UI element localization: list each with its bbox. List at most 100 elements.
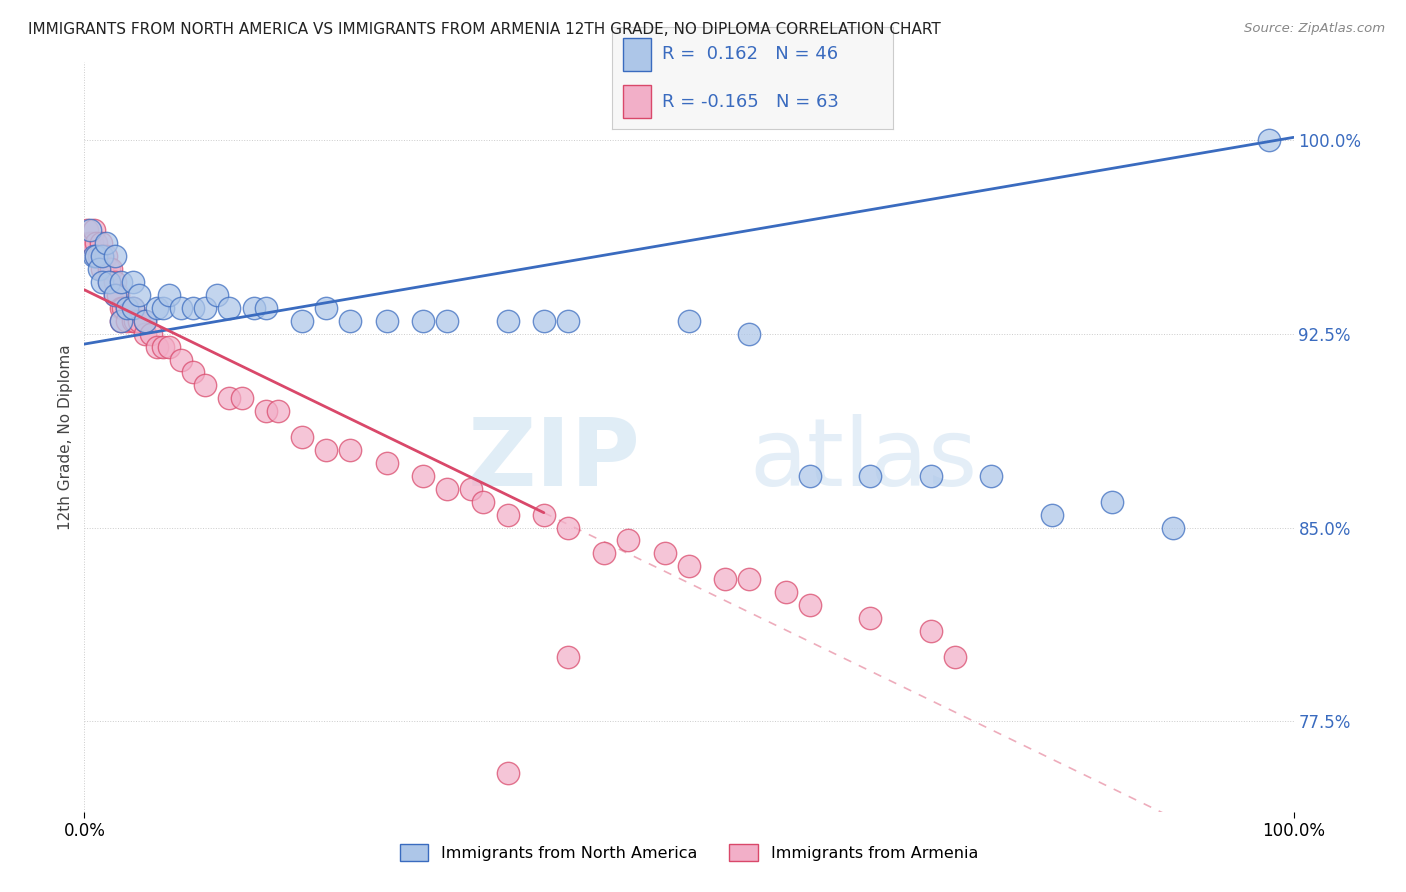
Point bbox=[104, 249, 127, 263]
Point bbox=[104, 288, 127, 302]
Point bbox=[859, 468, 882, 483]
Point bbox=[170, 352, 193, 367]
Point bbox=[557, 520, 579, 534]
Point bbox=[339, 442, 361, 457]
Point bbox=[104, 288, 127, 302]
Point bbox=[86, 249, 108, 263]
Point bbox=[617, 533, 640, 548]
Point bbox=[291, 314, 314, 328]
Point bbox=[496, 314, 519, 328]
Point bbox=[91, 275, 114, 289]
Point bbox=[80, 236, 103, 251]
Point bbox=[678, 559, 700, 574]
Point bbox=[194, 378, 217, 392]
Point bbox=[194, 301, 217, 315]
Point bbox=[181, 301, 204, 315]
Point bbox=[110, 314, 132, 328]
Point bbox=[859, 611, 882, 625]
Point bbox=[146, 301, 169, 315]
Point bbox=[1040, 508, 1063, 522]
Point bbox=[112, 301, 135, 315]
Point bbox=[231, 392, 253, 406]
Point bbox=[110, 275, 132, 289]
Point bbox=[94, 249, 117, 263]
Point bbox=[207, 288, 229, 302]
Point bbox=[980, 468, 1002, 483]
Point bbox=[254, 404, 277, 418]
Point bbox=[91, 249, 114, 263]
Point bbox=[121, 301, 143, 315]
Point bbox=[242, 301, 264, 315]
Text: Source: ZipAtlas.com: Source: ZipAtlas.com bbox=[1244, 22, 1385, 36]
Point bbox=[110, 301, 132, 315]
Point bbox=[121, 275, 143, 289]
Text: atlas: atlas bbox=[749, 414, 977, 506]
Point bbox=[533, 314, 555, 328]
Point bbox=[97, 262, 120, 277]
Point bbox=[170, 301, 193, 315]
Point bbox=[76, 223, 98, 237]
Point bbox=[375, 314, 398, 328]
Point bbox=[77, 236, 100, 251]
Point bbox=[121, 314, 143, 328]
Point bbox=[472, 494, 495, 508]
Text: R =  0.162   N = 46: R = 0.162 N = 46 bbox=[662, 45, 838, 63]
Point bbox=[375, 456, 398, 470]
Text: IMMIGRANTS FROM NORTH AMERICA VS IMMIGRANTS FROM ARMENIA 12TH GRADE, NO DIPLOMA : IMMIGRANTS FROM NORTH AMERICA VS IMMIGRA… bbox=[28, 22, 941, 37]
Point bbox=[134, 314, 156, 328]
Point bbox=[1258, 133, 1281, 147]
Point bbox=[97, 275, 120, 289]
Point bbox=[943, 649, 966, 664]
Point bbox=[134, 326, 156, 341]
Text: R = -0.165   N = 63: R = -0.165 N = 63 bbox=[662, 93, 839, 111]
Point bbox=[496, 508, 519, 522]
Point bbox=[315, 442, 337, 457]
Point bbox=[593, 546, 616, 560]
Point bbox=[86, 249, 108, 263]
Point bbox=[87, 262, 110, 277]
Point bbox=[533, 508, 555, 522]
Point bbox=[267, 404, 290, 418]
Point bbox=[121, 301, 143, 315]
Point bbox=[315, 301, 337, 315]
Point bbox=[678, 314, 700, 328]
Point bbox=[1101, 494, 1123, 508]
Point bbox=[134, 314, 156, 328]
Point bbox=[115, 301, 138, 315]
Point bbox=[128, 314, 150, 328]
Point bbox=[157, 340, 180, 354]
Point bbox=[124, 314, 146, 328]
Point bbox=[152, 301, 174, 315]
Point bbox=[775, 585, 797, 599]
Point bbox=[714, 572, 737, 586]
Point bbox=[100, 262, 122, 277]
Point bbox=[496, 766, 519, 780]
Point bbox=[139, 326, 162, 341]
Point bbox=[79, 223, 101, 237]
Point bbox=[799, 598, 821, 612]
Y-axis label: 12th Grade, No Diploma: 12th Grade, No Diploma bbox=[58, 344, 73, 530]
Point bbox=[557, 649, 579, 664]
Point bbox=[412, 314, 434, 328]
Point bbox=[654, 546, 676, 560]
Point bbox=[436, 482, 458, 496]
Text: ZIP: ZIP bbox=[468, 414, 641, 506]
Point bbox=[97, 275, 120, 289]
Point bbox=[87, 249, 110, 263]
Point bbox=[104, 275, 127, 289]
Point bbox=[339, 314, 361, 328]
Point bbox=[157, 288, 180, 302]
Point bbox=[436, 314, 458, 328]
Point bbox=[94, 236, 117, 251]
Point bbox=[738, 326, 761, 341]
Point bbox=[146, 340, 169, 354]
Point bbox=[91, 249, 114, 263]
Bar bbox=[623, 38, 651, 70]
Point bbox=[181, 366, 204, 380]
Point bbox=[86, 236, 108, 251]
Point bbox=[218, 301, 240, 315]
Point bbox=[1161, 520, 1184, 534]
Point bbox=[90, 236, 112, 251]
Point bbox=[460, 482, 482, 496]
Point bbox=[91, 262, 114, 277]
